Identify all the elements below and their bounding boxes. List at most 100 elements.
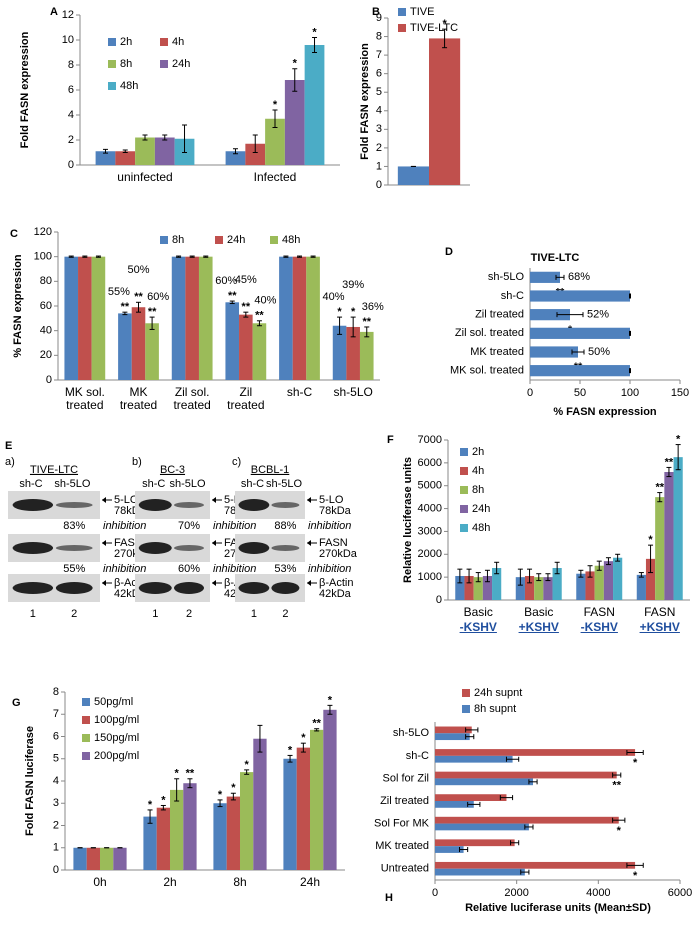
x-tick-label: 50 — [574, 387, 586, 399]
panel-letter: G — [12, 697, 21, 709]
y-tick-label: 6000 — [418, 457, 442, 469]
lane-number: 2 — [282, 608, 288, 620]
inhibition-value: 83% — [63, 520, 85, 532]
cell-line: BC-3 — [160, 464, 185, 476]
significance-mark: ** — [655, 481, 664, 493]
arrow-head — [307, 497, 311, 503]
bar — [530, 271, 560, 283]
y-tick-label: 2 — [68, 134, 74, 146]
x-tick-label: sh-C — [286, 385, 313, 399]
bar — [534, 577, 544, 600]
significance-mark: * — [293, 58, 298, 70]
y-tick-label: 4 — [376, 105, 382, 117]
bar — [473, 577, 483, 600]
y-tick-label: 120 — [34, 226, 52, 238]
bar — [585, 571, 595, 600]
inhibition-label: 60% — [147, 291, 169, 303]
bar — [435, 794, 507, 801]
bar — [435, 726, 472, 734]
significance-mark: ** — [134, 291, 143, 303]
inhibition-label: 52% — [587, 309, 609, 321]
x-tick-label: FASN — [583, 605, 615, 619]
bar — [429, 38, 461, 186]
significance-mark: * — [288, 744, 293, 756]
bar — [239, 314, 253, 380]
legend-label: 48h — [120, 80, 138, 92]
bar — [673, 457, 683, 600]
protein-size: 78kDa — [319, 505, 352, 517]
bar — [435, 816, 619, 824]
bar — [64, 256, 79, 380]
legend-label: 24h — [472, 503, 490, 515]
inhibition-note: inhibition — [213, 520, 256, 532]
y-tick-label: 7 — [53, 708, 59, 720]
legend-swatch — [82, 734, 90, 742]
lane-label: sh-5LO — [266, 478, 303, 490]
y-tick-label: 1 — [53, 842, 59, 854]
bar — [435, 823, 529, 831]
x-tick-sublabel: -KSHV — [580, 620, 618, 634]
y-tick-label: sh-C — [406, 750, 429, 762]
legend-label: 24h — [227, 234, 245, 246]
bar — [530, 327, 630, 339]
y-tick-label: 6 — [68, 84, 74, 96]
y-tick-label: MK sol. treated — [450, 365, 524, 377]
legend-swatch — [108, 38, 116, 46]
panel-letter: C — [10, 228, 18, 240]
inhibition-label: 40% — [323, 291, 345, 303]
significance-mark: * — [161, 794, 166, 806]
legend-label: 2h — [120, 36, 132, 48]
bar — [435, 868, 525, 876]
inhibition-label: 45% — [235, 274, 257, 286]
lane-number: 2 — [71, 608, 77, 620]
legend-swatch — [398, 8, 406, 16]
bar — [225, 302, 240, 380]
bar — [664, 472, 674, 600]
x-tick-label: 2h — [163, 875, 177, 889]
legend-label: 150pg/ml — [94, 732, 139, 744]
x-tick-label: MK sol. treated — [64, 385, 105, 412]
bar — [310, 729, 324, 870]
bar — [397, 166, 429, 185]
inhibition-note: inhibition — [308, 520, 351, 532]
y-tick-label: 0 — [46, 374, 52, 386]
legend-swatch — [460, 486, 468, 494]
legend-label: 8h — [120, 58, 132, 70]
legend-swatch — [108, 82, 116, 90]
bar — [170, 789, 184, 870]
y-tick-label: 7000 — [418, 434, 442, 446]
y-tick-label: 3 — [53, 797, 59, 809]
lane-label: sh-5LO — [54, 478, 91, 490]
blot-band — [238, 499, 270, 511]
arrow-head — [212, 540, 216, 546]
x-tick-label: Zil sol. treated — [173, 385, 211, 412]
y-axis-label: Relative luciferase units — [402, 457, 414, 583]
y-tick-label: 0 — [53, 864, 59, 876]
x-tick-sublabel: +KSHV — [518, 620, 559, 634]
inhibition-note: inhibition — [213, 563, 256, 575]
legend-label: 2h — [472, 446, 484, 458]
inhibition-label: 60% — [215, 275, 237, 287]
bar — [323, 709, 337, 870]
bar — [185, 256, 199, 380]
y-tick-label: 0 — [68, 159, 74, 171]
legend-label: 8h supnt — [474, 703, 516, 715]
blot-band — [138, 582, 172, 594]
bar — [530, 309, 570, 321]
legend-swatch — [160, 38, 168, 46]
y-tick-label: sh-5LO — [488, 271, 525, 283]
arrow-head — [102, 580, 106, 586]
y-tick-label: 8 — [68, 59, 74, 71]
significance-mark: * — [175, 768, 180, 780]
arrow-head — [102, 540, 106, 546]
y-tick-label: Zil treated — [475, 309, 524, 321]
y-tick-label: 3 — [376, 123, 382, 135]
bar — [213, 803, 227, 870]
bar — [252, 323, 267, 380]
significance-mark: ** — [665, 456, 674, 468]
x-tick-label: 6000 — [668, 887, 692, 899]
y-tick-label: 8 — [376, 30, 382, 42]
blot-band — [238, 542, 270, 554]
